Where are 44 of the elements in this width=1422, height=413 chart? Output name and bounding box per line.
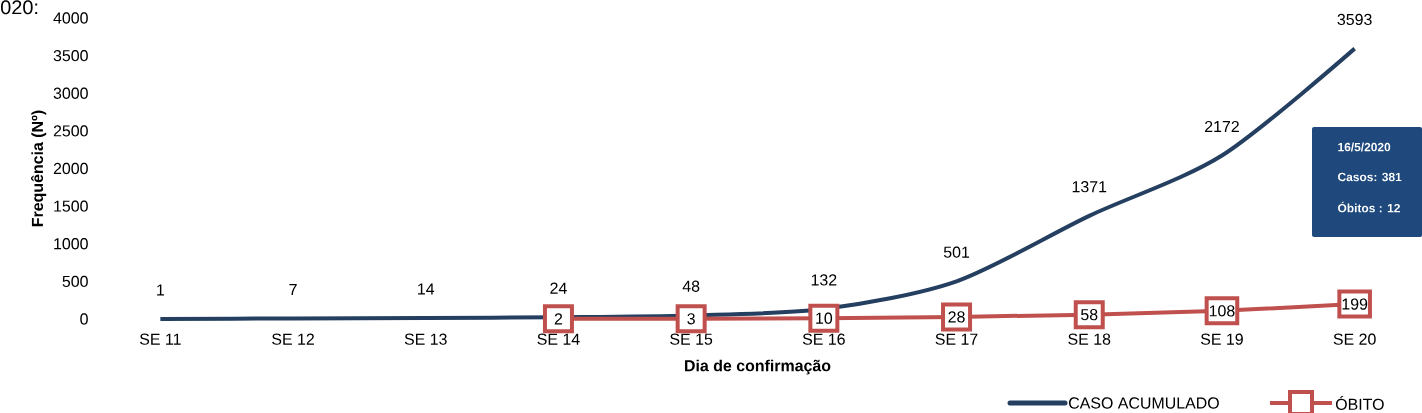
- data-label: 3593: [1337, 13, 1372, 26]
- annotation: Casos: 381: [1338, 172, 1402, 182]
- y-tick-label: 4000: [53, 12, 88, 24]
- legend-label: ÓBITO: [1335, 396, 1384, 410]
- data-label: 48: [682, 280, 700, 292]
- data-label: 132: [811, 274, 837, 286]
- y-tick-label: 2500: [53, 125, 88, 137]
- data-label: 199: [1342, 298, 1368, 310]
- data-label: 10: [816, 312, 833, 324]
- data-label: 108: [1209, 305, 1235, 317]
- data-label: 58: [1081, 309, 1098, 321]
- x-tick-label: SE 14: [537, 333, 580, 345]
- y-tick-label: 3500: [53, 49, 88, 62]
- y-tick-label: 3000: [53, 87, 88, 99]
- data-label: 14: [418, 283, 435, 295]
- y-axis-title: Frequência (Nº): [31, 110, 47, 227]
- y-tick-label: 1000: [54, 238, 88, 250]
- data-label: 7: [289, 283, 297, 295]
- x-tick-label: SE 20: [1333, 333, 1376, 345]
- data-label: 501: [943, 246, 970, 258]
- x-tick-label: SE 19: [1200, 333, 1243, 345]
- x-tick-label: SE 11: [139, 333, 181, 345]
- x-tick-label: SE 15: [670, 333, 713, 345]
- text: 020:: [0, 0, 38, 15]
- legend-label: CASO ACUMULADO: [1069, 397, 1219, 409]
- data-label: 2172: [1205, 120, 1239, 133]
- data-label: 24: [550, 282, 567, 294]
- x-tick-label: SE 13: [404, 333, 447, 345]
- data-label: 1: [157, 284, 164, 296]
- annotation: 16/5/2020: [1338, 142, 1391, 152]
- data-label: 3: [687, 313, 695, 325]
- data-label: 2: [554, 313, 563, 325]
- data-label: 1371: [1072, 181, 1107, 193]
- x-tick-label: SE 16: [802, 333, 845, 345]
- annotation: Óbitos : 12: [1338, 201, 1400, 213]
- data-label: 28: [948, 311, 965, 323]
- y-tick-label: 0: [80, 313, 88, 325]
- x-axis-title: Dia de confirmação: [685, 359, 831, 375]
- x-tick-label: SE 17: [935, 333, 978, 345]
- x-tick-label: SE 18: [1068, 333, 1111, 345]
- y-tick-label: 2000: [53, 162, 88, 175]
- y-tick-label: 500: [62, 275, 88, 288]
- x-tick-label: SE 12: [272, 333, 314, 345]
- y-tick-label: 1500: [54, 200, 88, 212]
